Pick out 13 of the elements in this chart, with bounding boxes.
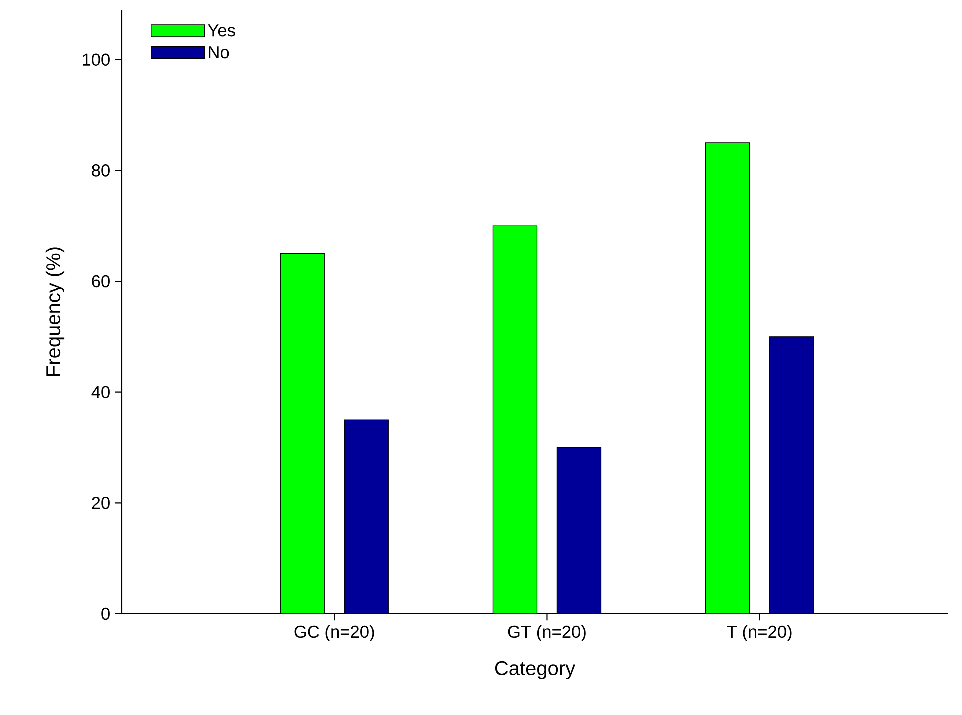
x-tick-label: GT (n=20) xyxy=(508,625,586,642)
y-tick-label: 20 xyxy=(92,497,110,510)
y-axis-title: Frequency (%) xyxy=(46,248,65,376)
y-tick-label: 0 xyxy=(102,608,110,620)
y-tick-label: 100 xyxy=(83,54,110,66)
x-tick-label: T (n=20) xyxy=(727,625,792,642)
x-tick-label: GC (n=20) xyxy=(294,625,374,642)
y-tick-label: 80 xyxy=(92,164,110,177)
x-axis-title: Category xyxy=(495,661,576,680)
y-tick-label: 40 xyxy=(92,386,110,398)
legend-label: Yes xyxy=(208,24,236,37)
y-tick-label: 60 xyxy=(92,275,110,288)
legend-label: No xyxy=(209,46,230,59)
